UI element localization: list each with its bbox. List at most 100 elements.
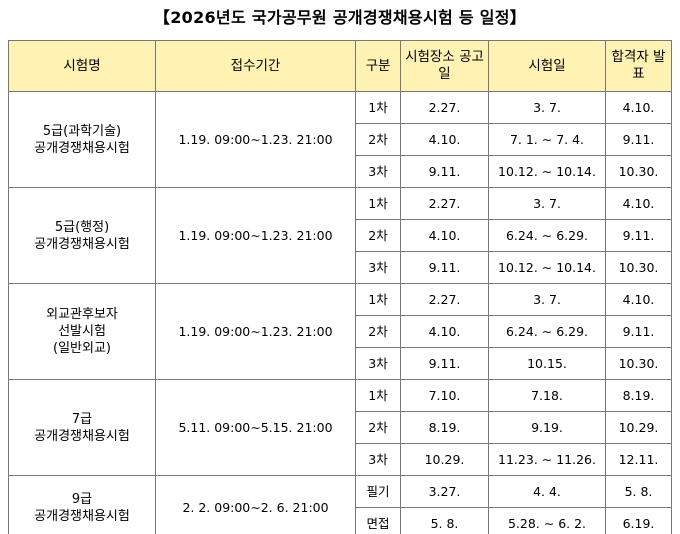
document-title: 【2026년도 국가공무원 공개경쟁채용시험 등 일정】 [153,8,527,27]
division-cell: 1차 [355,91,401,124]
exam-date-cell: 3. 7. [488,91,606,124]
exam-name-line: 7급 [71,411,93,427]
exam-date-cell: 6.24. ∼ 6.29. [488,315,606,348]
table-header: 시험명 접수기간 구분 시험장소 공고일 시험일 합격자 발표 [8,40,672,92]
exam-date-cell: 10.12. ∼ 10.14. [488,251,606,284]
table-body: 5급(과학기술) 공개경쟁채용시험 1.19. 09:00∼1.23. 21:00 1… [8,91,672,534]
result-date-cell: 12.11. [605,443,672,476]
table-row: 면접 5. 8. 5.28. ∼ 6. 2. 6.19. [9,507,672,534]
division-cell: 3차 [355,443,401,476]
division-cell: 2차 [355,315,401,348]
exam-date-cell: 3. 7. [488,187,606,220]
division-cell: 1차 [355,379,401,412]
exam-name-line: 9급 [71,491,93,507]
exam-date-cell: 5.28. ∼ 6. 2. [488,507,606,534]
table-row: 5급(행정) 공개경쟁채용시험 1.19. 09:00∼1.23. 21:00 1차 2… [8,187,672,284]
venue-notice-cell: 2.27. [400,187,489,220]
table-row: 5급(과학기술) 공개경쟁채용시험 1.19. 09:00∼1.23. 21:00 1… [8,91,672,188]
venue-notice-cell: 10.29. [400,443,489,476]
result-date-cell: 10.30. [605,251,672,284]
division-cell: 2차 [355,219,401,252]
exam-name-line: 선발시험 [58,324,106,339]
exam-name-cell: 5급(행정) 공개경쟁채용시험 [8,187,156,284]
exam-date-cell: 10.12. ∼ 10.14. [488,155,606,188]
header-application-period: 접수기간 [155,40,356,92]
result-date-cell: 9.11. [605,219,672,252]
venue-notice-cell: 5. 8. [400,507,489,534]
division-cell: 1차 [355,187,401,220]
exam-name-line: 5급(행정) [54,219,110,235]
venue-notice-cell: 8.19. [400,411,489,444]
exam-date-cell: 6.24. ∼ 6.29. [488,219,606,252]
application-period-cell: 1.19. 09:00∼1.23. 21:00 [155,91,356,188]
table-row: 3차 10.29. 11.23. ∼ 11.26. 12.11. [9,443,672,476]
exam-name-line: 외교관후보자 [46,307,118,322]
division-cell: 3차 [355,251,401,284]
venue-notice-cell: 4.10. [400,123,489,156]
table-row: 외교관후보자 선발시험 (일반외교) 1.19. 09:00∼1.23. 21:00 1… [8,283,672,380]
exam-date-cell: 7. 1. ∼ 7. 4. [488,123,606,156]
venue-notice-cell: 3.27. [400,475,489,508]
result-date-cell: 5. 8. [605,475,672,508]
table-row: 3차 9.11. 10.12. ∼ 10.14. 10.30. [9,155,672,188]
application-period-cell: 1.19. 09:00∼1.23. 21:00 [155,283,356,380]
division-cell: 면접 [355,507,401,534]
result-date-cell: 9.11. [605,315,672,348]
table-row: 2차 4.10. 6.24. ∼ 6.29. 9.11. [9,219,672,252]
exam-name-cell: 7급 공개경쟁채용시험 [8,379,156,476]
exam-date-cell: 11.23. ∼ 11.26. [488,443,606,476]
application-period-cell: 1.19. 09:00∼1.23. 21:00 [155,187,356,284]
venue-notice-cell: 4.10. [400,219,489,252]
table-row: 9급 공개경쟁채용시험 2. 2. 09:00∼2. 6. 21:00 필기 3.27.… [8,475,672,534]
result-date-cell: 6.19. [605,507,672,534]
header-exam-date: 시험일 [488,40,606,92]
venue-notice-cell: 2.27. [400,91,489,124]
application-period-cell: 2. 2. 09:00∼2. 6. 21:00 [155,475,356,534]
header-result: 합격자 발표 [605,40,672,92]
exam-date-cell: 3. 7. [488,283,606,316]
venue-notice-cell: 4.10. [400,315,489,348]
division-cell: 필기 [355,475,401,508]
result-date-cell: 10.30. [605,347,672,380]
result-date-cell: 9.11. [605,123,672,156]
venue-notice-cell: 9.11. [400,155,489,188]
table-row: 3차 9.11. 10.15. 10.30. [9,347,672,380]
division-cell: 3차 [355,347,401,380]
table-row: 2차 4.10. 6.24. ∼ 6.29. 9.11. [9,315,672,348]
exam-name-cell: 9급 공개경쟁채용시험 [8,475,156,534]
exam-name-line: 공개경쟁채용시험 [34,236,130,252]
exam-date-cell: 9.19. [488,411,606,444]
exam-name-line: 공개경쟁채용시험 [34,140,130,156]
header-row: 시험명 접수기간 구분 시험장소 공고일 시험일 합격자 발표 [8,40,672,92]
division-cell: 1차 [355,283,401,316]
result-date-cell: 10.29. [605,411,672,444]
venue-notice-cell: 9.11. [400,347,489,380]
result-date-cell: 4.10. [605,187,672,220]
exam-date-cell: 7.18. [488,379,606,412]
exam-schedule-table: 시험명 접수기간 구분 시험장소 공고일 시험일 합격자 발표 5급(과학기술)… [8,40,672,534]
venue-notice-cell: 2.27. [400,283,489,316]
result-date-cell: 4.10. [605,91,672,124]
exam-name-cell: 5급(과학기술) 공개경쟁채용시험 [8,91,156,188]
application-period-cell: 5.11. 09:00∼5.15. 21:00 [155,379,356,476]
result-date-cell: 10.30. [605,155,672,188]
result-date-cell: 4.10. [605,283,672,316]
division-cell: 2차 [355,411,401,444]
exam-name-line: (일반외교) [53,341,111,356]
division-cell: 3차 [355,155,401,188]
result-date-cell: 8.19. [605,379,672,412]
venue-notice-cell: 7.10. [400,379,489,412]
table-row: 2차 4.10. 7. 1. ∼ 7. 4. 9.11. [9,123,672,156]
header-venue-notice: 시험장소 공고일 [400,40,489,92]
table-row: 2차 8.19. 9.19. 10.29. [9,411,672,444]
exam-date-cell: 4. 4. [488,475,606,508]
table-row: 7급 공개경쟁채용시험 5.11. 09:00∼5.15. 21:00 1차 7.10.… [8,379,672,476]
exam-name-line: 공개경쟁채용시험 [34,508,130,524]
venue-notice-cell: 9.11. [400,251,489,284]
header-division: 구분 [355,40,401,92]
exam-date-cell: 10.15. [488,347,606,380]
division-cell: 2차 [355,123,401,156]
header-exam-name: 시험명 [8,40,156,92]
